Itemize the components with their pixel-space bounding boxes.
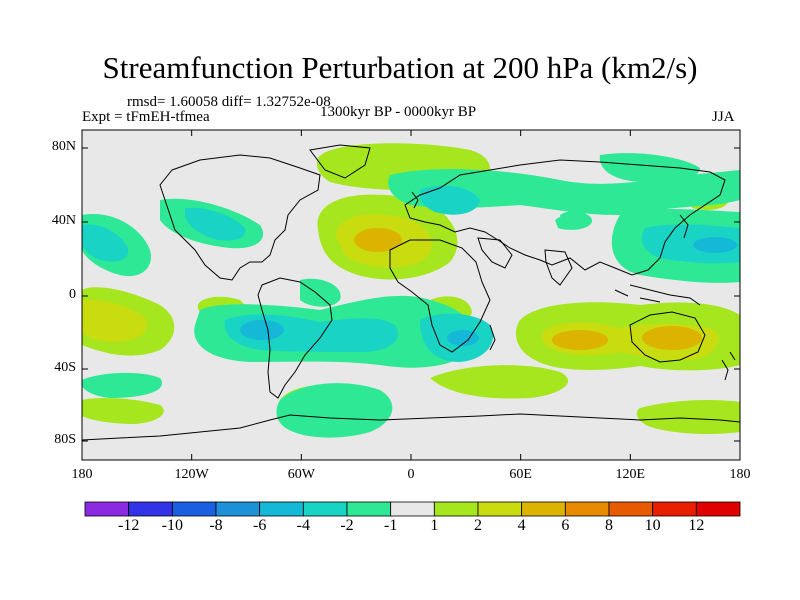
- lon-tick-label: 0: [407, 467, 415, 482]
- colorbar-label: 10: [644, 517, 661, 534]
- lat-tick-label: 80S: [54, 432, 76, 447]
- coast-north-america: [159, 154, 321, 281]
- colorbar-label: 12: [688, 517, 705, 534]
- colorbar-swatch: [564, 501, 610, 517]
- colorbar-swatch: [171, 501, 217, 517]
- coastlines: [82, 144, 740, 441]
- colorbar-label: 1: [430, 517, 439, 534]
- colorbar-label: 8: [605, 517, 613, 534]
- colorbar-swatch: [433, 501, 479, 517]
- colorbar-swatch: [608, 501, 654, 517]
- season-label: JJA: [712, 109, 735, 125]
- lat-tick-label: 40N: [51, 213, 76, 228]
- colorbar-label: -8: [209, 517, 223, 534]
- lat-tick-label: 40S: [54, 360, 76, 375]
- colorbar-label: 4: [517, 517, 526, 534]
- coast-japan: [679, 214, 689, 239]
- contour-aus-core: [642, 326, 702, 350]
- lon-tick-label: 60E: [509, 467, 532, 482]
- contour-s-africa-core: [447, 330, 479, 346]
- coast-africa: [389, 239, 491, 353]
- colorbar-swatch: [695, 501, 741, 517]
- colorbar-label: -1: [383, 517, 398, 534]
- contour-se-pacific-pos: [636, 400, 740, 434]
- colorbar-swatch: [215, 501, 261, 517]
- contour-w-pacific-core: [693, 237, 737, 253]
- coast-se-asia-islands: [614, 284, 701, 306]
- coast-south-america: [257, 277, 333, 399]
- contour-eurasia-neg-inner: [419, 185, 480, 215]
- contour-indian-core: [552, 330, 608, 350]
- figure-title: Streamfunction Perturbation at 200 hPa (…: [102, 50, 698, 85]
- experiment-label: Expt = tFmEH-tfmea: [82, 109, 210, 125]
- colorbar-swatch: [477, 501, 523, 517]
- contour-s-pacific-core: [240, 320, 284, 340]
- colorbar-label: 2: [474, 517, 482, 534]
- lon-tick-label: 60W: [287, 467, 315, 482]
- contour-w-pacific-nh-inner: [641, 224, 740, 264]
- coast-uk: [411, 191, 419, 209]
- lon-tick-label: 120W: [174, 467, 209, 482]
- colorbar-swatch: [259, 501, 304, 517]
- lat-tick-label: 0: [69, 287, 76, 302]
- contour-siberia-neg: [599, 153, 700, 183]
- coast-greenland: [309, 144, 371, 179]
- contour-sw-pacific-pos: [82, 397, 164, 424]
- colorbar-swatch: [390, 501, 435, 517]
- colorbar-swatch: [346, 501, 392, 517]
- negative-anomalies: [82, 153, 740, 438]
- colorbar-swatch: [652, 501, 697, 517]
- contour-n-atlantic-core: [354, 228, 402, 252]
- coast-new-zealand: [721, 351, 736, 381]
- contour-ne-pacific-neg-inner: [82, 224, 129, 262]
- map-area: [82, 130, 740, 460]
- coast-india: [544, 249, 573, 286]
- lat-tick-label: 80N: [51, 139, 76, 154]
- colorbar-label: -10: [161, 517, 183, 534]
- coast-arabia: [477, 237, 513, 269]
- colorbar-label: -4: [296, 517, 310, 534]
- period-label: 1300kyr BP - 0000kyr BP: [320, 104, 477, 120]
- lon-tick-label: 180: [71, 467, 93, 482]
- tick-marks: [81, 130, 741, 460]
- colorbar-label: -6: [252, 517, 267, 534]
- colorbar-swatch: [84, 501, 130, 517]
- colorbar-swatch: [521, 501, 566, 517]
- colorbar-label: -12: [117, 517, 140, 534]
- colorbar-swatch: [302, 501, 348, 517]
- contour-n-america-neg-inner: [185, 207, 246, 241]
- colorbar: [84, 501, 741, 517]
- colorbar-label: -2: [340, 517, 354, 534]
- lon-tick-label: 120E: [615, 467, 646, 482]
- contour-se-pacific-neg: [82, 372, 162, 398]
- colorbar-label: 6: [561, 517, 570, 534]
- stats-label: rmsd= 1.60058 diff= 1.32752e-08: [127, 94, 331, 110]
- colorbar-swatch: [128, 501, 173, 517]
- contour-n-atlantic-neg-small: [555, 213, 592, 230]
- coast-madagascar: [489, 324, 496, 351]
- contour-w-pacific-sh-inner: [82, 299, 148, 343]
- coast-eurasia: [404, 159, 726, 276]
- coast-antarctica: [82, 413, 740, 441]
- contour-s-america-neg: [300, 278, 341, 307]
- lon-tick-label: 180: [729, 467, 751, 482]
- contour-s-indian-pos: [430, 365, 569, 399]
- contour-antarctic-neg: [276, 383, 393, 438]
- coast-australia: [629, 311, 706, 363]
